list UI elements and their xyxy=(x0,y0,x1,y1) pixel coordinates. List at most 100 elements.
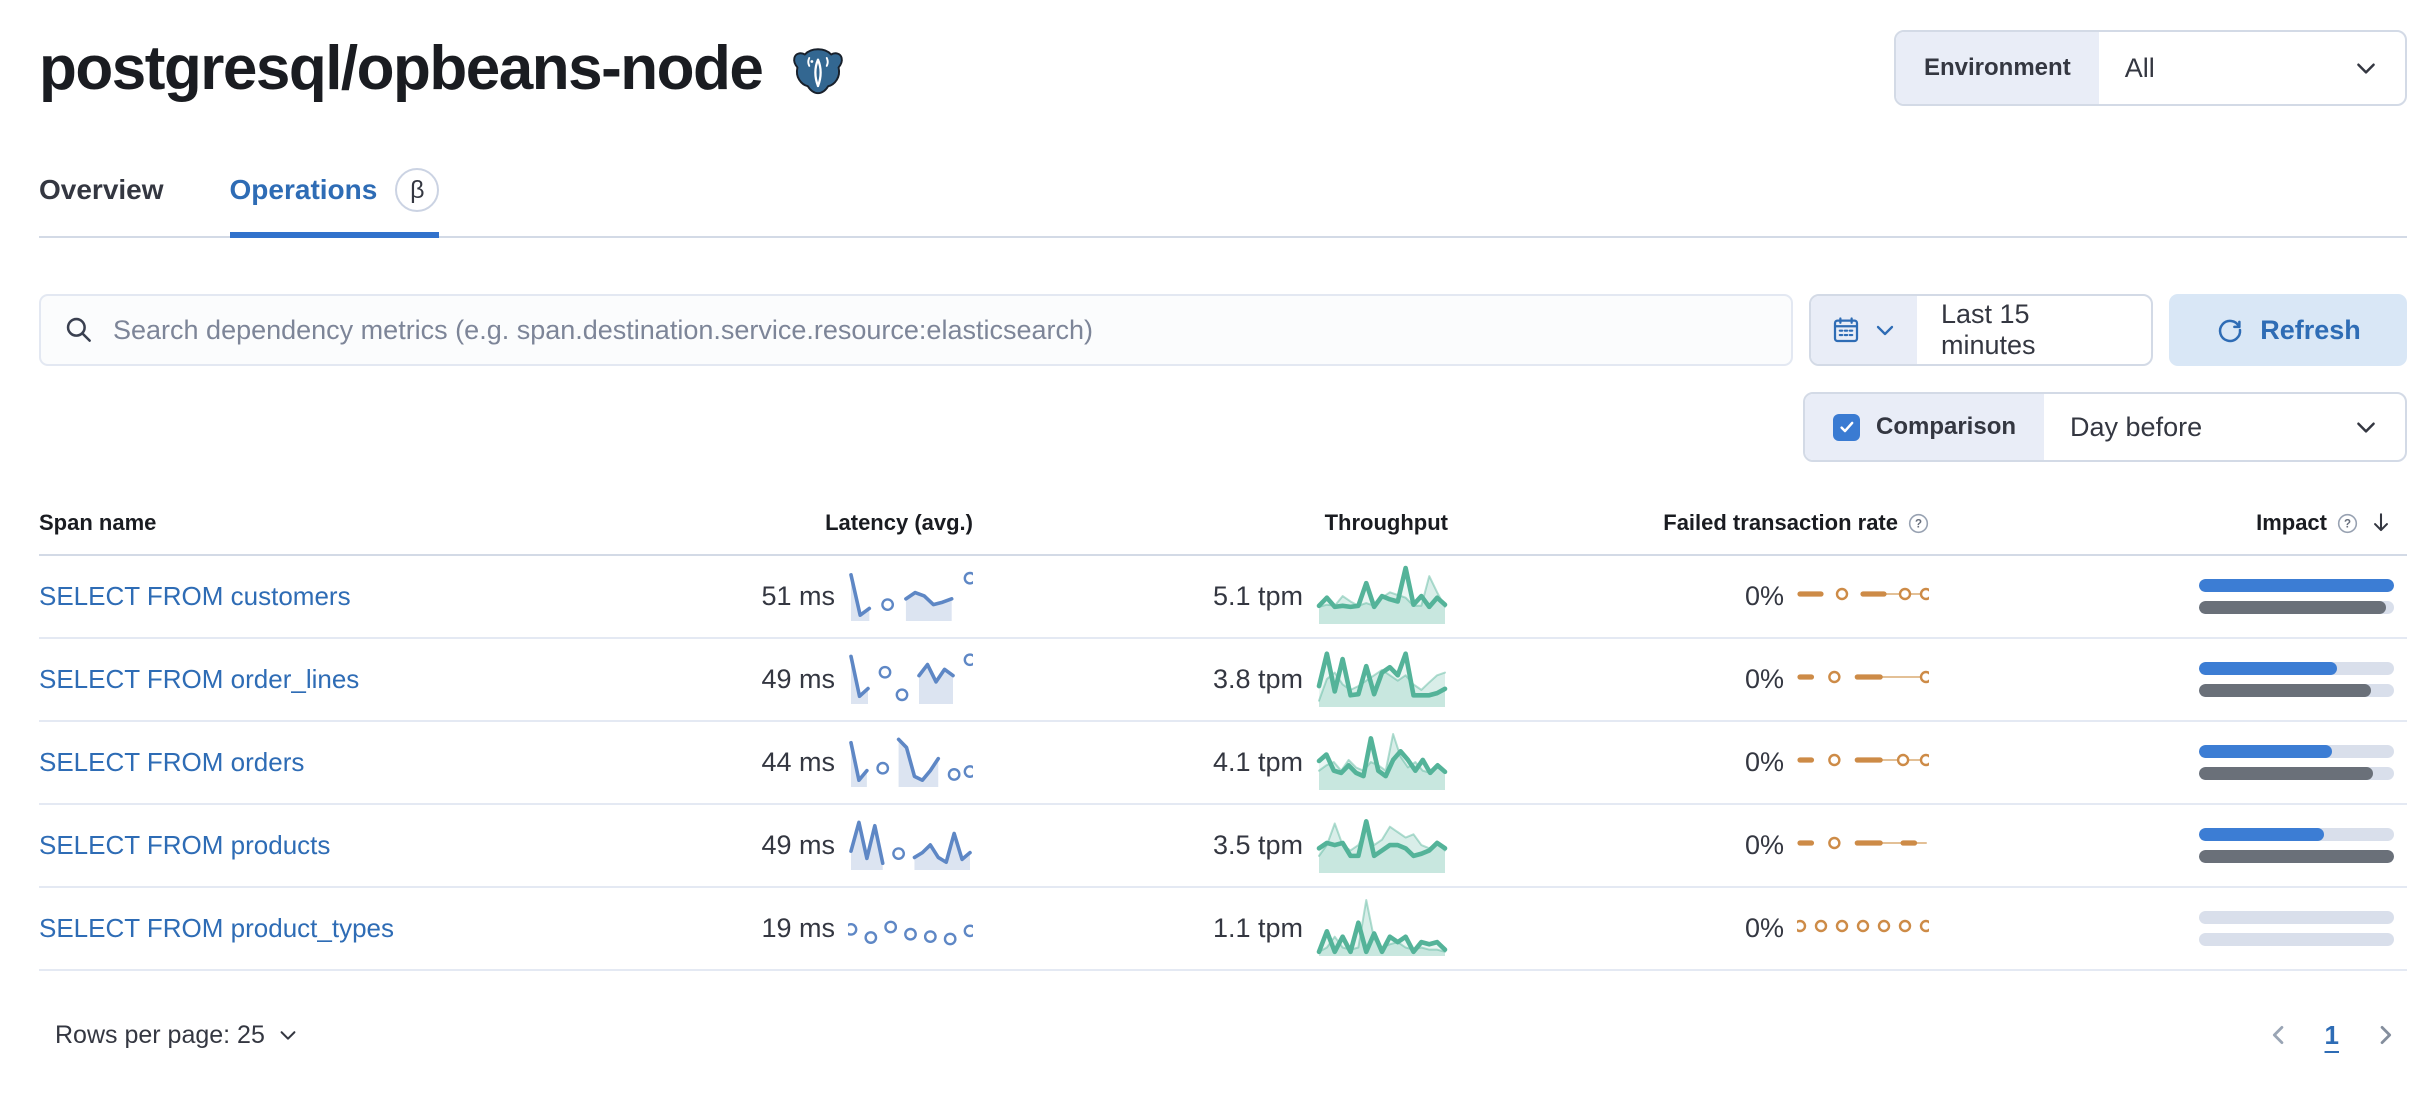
question-circle-icon[interactable]: ? xyxy=(2337,513,2358,534)
throughput-value: 3.8 tpm xyxy=(1212,664,1303,694)
throughput-value: 5.1 tpm xyxy=(1212,581,1303,611)
impact-current-bar xyxy=(2199,662,2394,675)
toolbar: Last 15 minutes Refresh xyxy=(39,294,2407,366)
refresh-icon xyxy=(2219,319,2242,343)
chevron-down-icon xyxy=(280,1031,296,1040)
span-name-link[interactable]: SELECT FROM customers xyxy=(39,581,351,611)
comparison-label: Comparison xyxy=(1876,413,2017,440)
chevron-down-icon xyxy=(2357,63,2375,74)
page-title: postgresql/opbeans-node xyxy=(39,33,764,103)
tab-operations[interactable]: Operations β xyxy=(229,168,440,238)
date-picker-quick-menu[interactable] xyxy=(1811,296,1917,364)
latency-sparkline xyxy=(848,649,977,710)
chevron-left-icon xyxy=(2272,1026,2283,1044)
check-icon xyxy=(1839,421,1853,433)
column-header-span-name[interactable]: Span name xyxy=(39,510,157,535)
search-box xyxy=(39,294,1793,366)
comparison-row: Comparison Day before xyxy=(39,392,2407,462)
latency-value: 51 ms xyxy=(761,581,835,611)
impact-current-bar xyxy=(2199,911,2394,924)
time-range-value[interactable]: Last 15 minutes xyxy=(1941,299,2036,360)
table-row: SELECT FROM product_types 19 ms 1.1 tpm … xyxy=(39,888,2407,971)
table-row: SELECT FROM order_lines 49 ms 3.8 tpm 0% xyxy=(39,639,2407,722)
impact-previous-bar xyxy=(2199,933,2394,946)
failed-rate-sparkline xyxy=(1797,833,1929,858)
failed-rate-value: 0% xyxy=(1744,747,1784,777)
failed-rate-sparkline xyxy=(1793,916,1933,941)
latency-value: 19 ms xyxy=(761,913,835,943)
throughput-sparkline xyxy=(1316,646,1448,713)
column-header-impact[interactable]: Impact ? xyxy=(1929,510,2394,536)
impact-bars xyxy=(2199,662,2394,697)
refresh-button[interactable]: Refresh xyxy=(2169,294,2407,366)
column-header-latency[interactable]: Latency (avg.) xyxy=(825,510,973,535)
throughput-value: 3.5 tpm xyxy=(1212,830,1303,860)
latency-sparkline xyxy=(848,732,977,793)
impact-bars xyxy=(2199,579,2394,614)
failed-rate-value: 0% xyxy=(1744,830,1784,860)
failed-rate-value: 0% xyxy=(1744,581,1784,611)
beta-badge: β xyxy=(395,168,440,212)
previous-page-button[interactable] xyxy=(2265,1021,2293,1049)
impact-previous-bar xyxy=(2199,684,2394,697)
svg-text:?: ? xyxy=(1915,518,1922,530)
latency-value: 44 ms xyxy=(761,747,835,777)
sort-descending-icon xyxy=(2374,513,2388,532)
calendar-icon xyxy=(1833,317,1859,343)
postgresql-logo-icon xyxy=(793,48,844,95)
question-circle-icon[interactable]: ? xyxy=(1908,513,1929,534)
impact-bars xyxy=(2199,745,2394,780)
chevron-right-icon xyxy=(2380,1026,2392,1044)
table-body: SELECT FROM customers 51 ms 5.1 tpm 0% S… xyxy=(39,556,2407,971)
impact-current-bar xyxy=(2199,745,2394,758)
latency-sparkline xyxy=(844,898,977,959)
throughput-value: 4.1 tpm xyxy=(1212,747,1303,777)
environment-filter: Environment All xyxy=(1894,30,2407,106)
comparison-select[interactable]: Day before xyxy=(2044,394,2405,460)
svg-text:?: ? xyxy=(2344,518,2351,530)
comparison-control: Comparison Day before xyxy=(1803,392,2407,462)
span-name-link[interactable]: SELECT FROM order_lines xyxy=(39,664,360,694)
latency-value: 49 ms xyxy=(761,664,835,694)
chevron-down-icon xyxy=(1876,325,1894,336)
page-header: postgresql/opbeans-node Environment All xyxy=(39,30,2407,106)
latency-value: 49 ms xyxy=(761,830,835,860)
throughput-sparkline xyxy=(1316,812,1448,879)
throughput-value: 1.1 tpm xyxy=(1212,913,1303,943)
table-row: SELECT FROM customers 51 ms 5.1 tpm 0% xyxy=(39,556,2407,639)
table-row: SELECT FROM products 49 ms 3.5 tpm 0% xyxy=(39,805,2407,888)
span-name-link[interactable]: SELECT FROM product_types xyxy=(39,913,394,943)
table-row: SELECT FROM orders 44 ms 4.1 tpm 0% xyxy=(39,722,2407,805)
throughput-sparkline xyxy=(1316,895,1448,962)
search-icon xyxy=(66,317,91,342)
table-footer: Rows per page: 25 1 xyxy=(39,1005,2407,1065)
impact-previous-bar xyxy=(2199,601,2394,614)
failed-rate-sparkline xyxy=(1797,750,1933,775)
page-number-1[interactable]: 1 xyxy=(2324,1019,2339,1050)
failed-rate-value: 0% xyxy=(1744,664,1784,694)
column-header-failed-rate[interactable]: Failed transaction rate ? xyxy=(1448,510,1929,536)
rows-per-page-button[interactable]: Rows per page: 25 xyxy=(55,1021,299,1050)
column-header-throughput[interactable]: Throughput xyxy=(1324,510,1448,535)
failed-rate-sparkline xyxy=(1797,584,1933,609)
impact-bars xyxy=(2199,828,2394,863)
comparison-checkbox[interactable] xyxy=(1833,413,1860,441)
impact-current-bar xyxy=(2199,579,2394,592)
span-name-link[interactable]: SELECT FROM products xyxy=(39,830,331,860)
environment-filter-label: Environment xyxy=(1896,32,2099,104)
failed-rate-sparkline xyxy=(1797,667,1933,692)
span-name-link[interactable]: SELECT FROM orders xyxy=(39,747,305,777)
date-picker: Last 15 minutes xyxy=(1809,294,2153,366)
failed-rate-value: 0% xyxy=(1744,913,1784,943)
tab-overview[interactable]: Overview xyxy=(39,174,164,205)
impact-previous-bar xyxy=(2199,850,2394,863)
tab-bar: Overview Operations β xyxy=(39,168,2407,238)
search-input[interactable] xyxy=(113,314,1769,346)
impact-bars xyxy=(2199,911,2394,946)
next-page-button[interactable] xyxy=(2371,1021,2399,1049)
latency-sparkline xyxy=(848,566,977,627)
impact-previous-bar xyxy=(2199,767,2394,780)
environment-select[interactable]: All xyxy=(2099,32,2405,104)
chevron-down-icon xyxy=(2357,422,2375,433)
impact-current-bar xyxy=(2199,828,2394,841)
